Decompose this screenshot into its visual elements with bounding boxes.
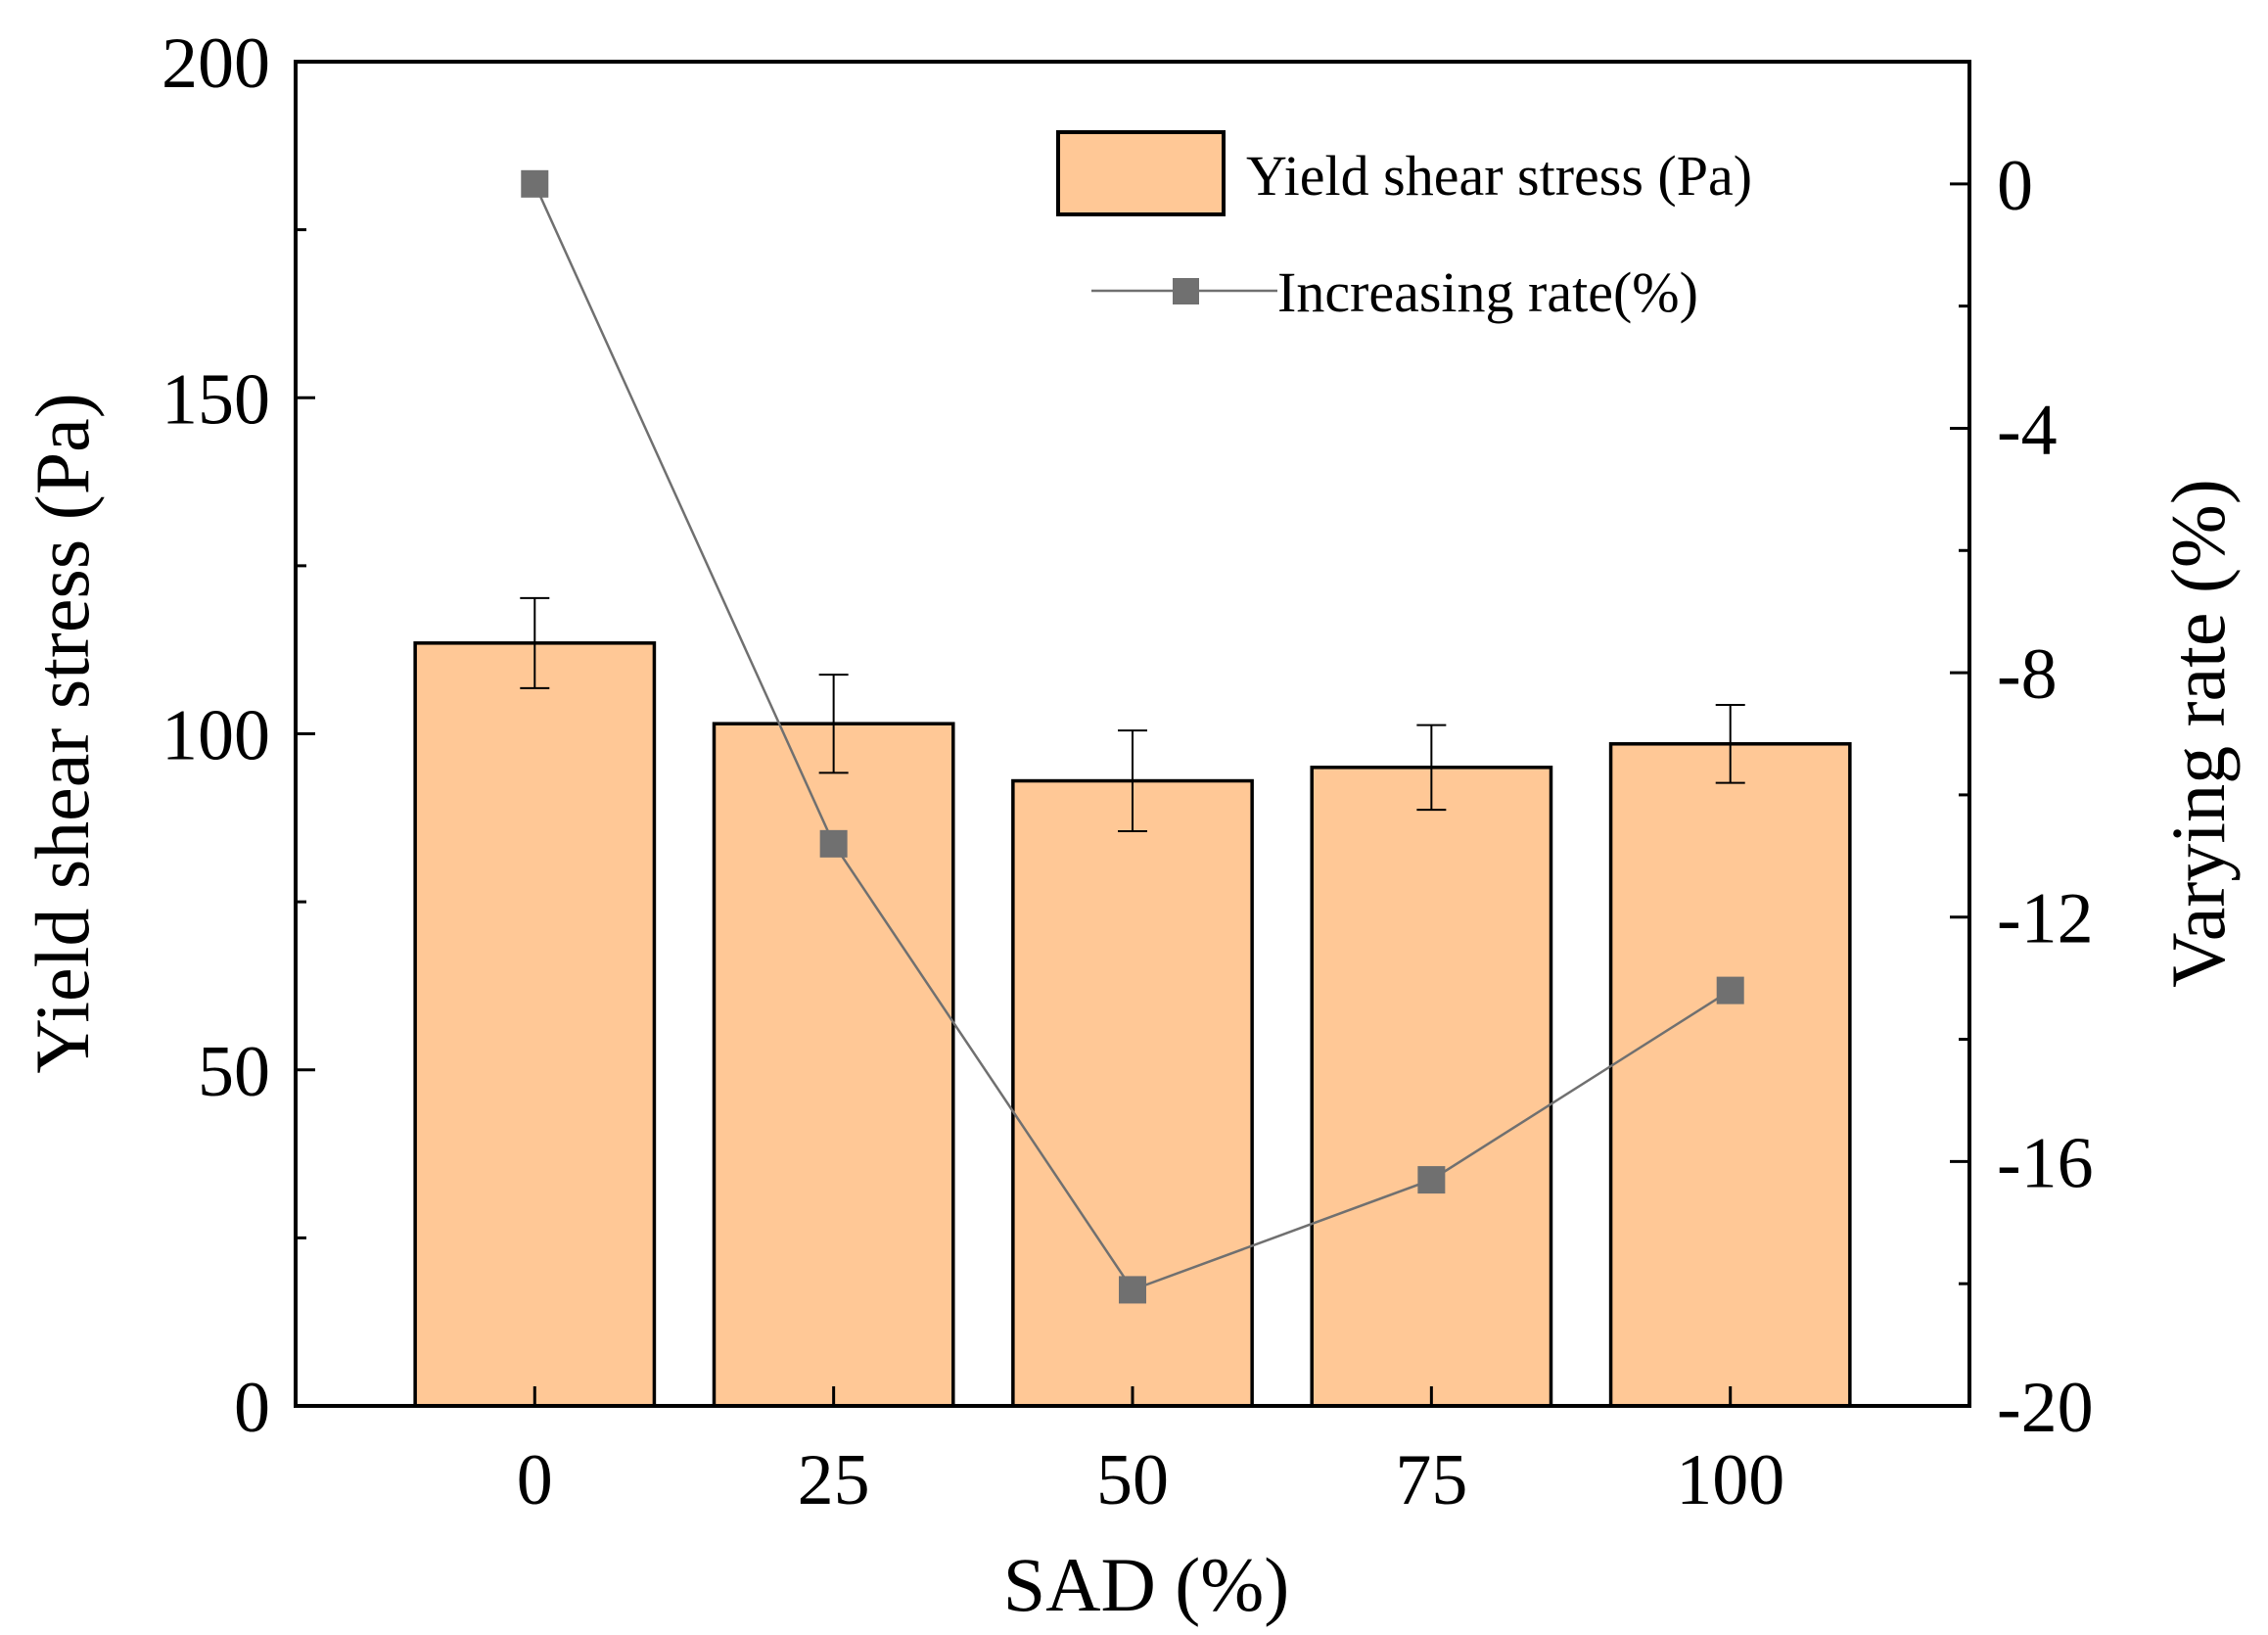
x-tick-label: 25 — [798, 1440, 870, 1520]
legend-swatch-bar — [1056, 130, 1226, 216]
line-point-0 — [521, 169, 549, 198]
y2-tick-label: -8 — [1997, 634, 2058, 715]
error-bar-100 — [1715, 703, 1745, 784]
y-tick-label: 150 — [162, 359, 270, 440]
x-axis-label: SAD (%) — [1003, 1542, 1289, 1627]
bar-50 — [1011, 778, 1254, 1408]
y2-tick-label: -12 — [1997, 879, 2094, 959]
bar-100 — [1608, 742, 1852, 1408]
y2-tick-label: -4 — [1997, 390, 2058, 470]
y2-axis-label: Varying rate (%) — [2155, 479, 2241, 988]
line-point-25 — [819, 829, 848, 858]
x-tick-label: 50 — [1096, 1440, 1169, 1520]
legend-swatch-marker — [1173, 278, 1199, 304]
axes-layer: 0 50 100 150 200 -20 -16 -12 -8 -4 0 0 25 50 75 100 — [162, 23, 2094, 1520]
x-tick-label: 75 — [1395, 1440, 1467, 1520]
error-bars-layer — [520, 596, 1745, 833]
bar-0 — [413, 641, 657, 1408]
error-bar-50 — [1118, 729, 1147, 833]
line-point-75 — [1417, 1166, 1446, 1194]
bar-75 — [1310, 766, 1553, 1408]
line-point-100 — [1716, 976, 1744, 1004]
line-series-layer — [521, 169, 1744, 1304]
legend-label-bar: Yield shear stress (Pa) — [1246, 144, 1752, 208]
x-tick-label: 0 — [517, 1440, 553, 1520]
legend-label-line: Increasing rate(%) — [1277, 260, 1698, 324]
legend: Yield shear stress (Pa) Increasing rate(… — [1056, 130, 1752, 324]
line-point-50 — [1119, 1276, 1146, 1304]
y-tick-label: 200 — [162, 23, 270, 104]
error-bar-25 — [818, 674, 849, 774]
error-bar-75 — [1416, 724, 1447, 812]
y2-tick-label: -16 — [1997, 1123, 2094, 1203]
x-tick-label: 100 — [1676, 1440, 1784, 1520]
y2-tick-label: 0 — [1997, 146, 2033, 226]
bar-25 — [712, 722, 955, 1408]
y-axis-label: Yield shear stress (Pa) — [20, 393, 105, 1073]
y-tick-label: 0 — [234, 1368, 270, 1448]
error-bar-0 — [520, 596, 550, 689]
y-tick-label: 50 — [198, 1032, 270, 1112]
y-tick-label: 100 — [162, 696, 270, 776]
y2-tick-label: -20 — [1997, 1368, 2094, 1448]
